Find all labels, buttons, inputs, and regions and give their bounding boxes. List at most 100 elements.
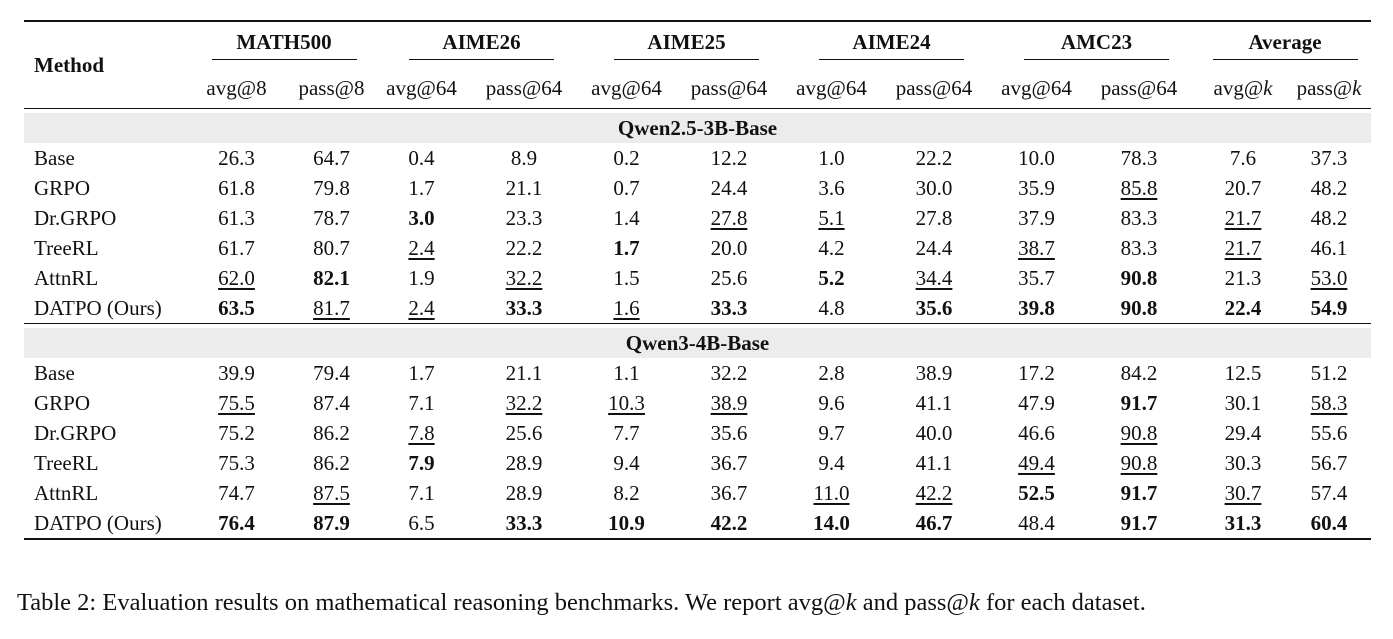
- score-value: 30.1: [1224, 390, 1262, 415]
- score-value: 79.4: [313, 360, 350, 385]
- score-cell: 90.8: [1079, 293, 1199, 324]
- score-cell: 42.2: [669, 508, 789, 539]
- score-cell: 61.7: [189, 233, 284, 263]
- score-value: 27.8: [915, 205, 953, 230]
- score-cell: 3.0: [379, 203, 464, 233]
- group-header: AIME26: [379, 21, 584, 68]
- header-row-groups: Method MATH500 AIME26 AIME25 AIME24 AMC23 Aver…: [24, 21, 1371, 77]
- score-value: 90.8: [1120, 420, 1158, 445]
- score-value: 24.4: [710, 175, 748, 200]
- score-cell: 83.3: [1079, 233, 1199, 263]
- score-cell: 0.2: [584, 143, 669, 173]
- score-value: 0.2: [613, 145, 640, 170]
- score-cell: 35.6: [669, 418, 789, 448]
- method-header: Method: [34, 52, 104, 77]
- score-cell: 23.3: [464, 203, 584, 233]
- score-value: 10.0: [1018, 145, 1055, 170]
- score-value: 20.7: [1224, 175, 1262, 200]
- score-value: 34.4: [915, 265, 953, 290]
- score-value: 1.9: [408, 265, 435, 290]
- score-cell: 7.1: [379, 478, 464, 508]
- score-value: 35.9: [1018, 175, 1055, 200]
- score-cell: 90.8: [1079, 448, 1199, 478]
- metric-header: avg@64: [591, 75, 662, 100]
- score-cell: 61.3: [189, 203, 284, 233]
- score-cell: 30.3: [1199, 448, 1287, 478]
- score-cell: 86.2: [284, 418, 379, 448]
- score-cell: 24.4: [669, 173, 789, 203]
- score-cell: 37.9: [994, 203, 1079, 233]
- score-value: 33.3: [710, 295, 748, 320]
- score-cell: 63.5: [189, 293, 284, 324]
- score-value: 8.2: [613, 480, 640, 505]
- score-cell: 24.4: [874, 233, 994, 263]
- score-value: 42.2: [710, 510, 748, 535]
- score-cell: 64.7: [284, 143, 379, 173]
- score-cell: 7.1: [379, 388, 464, 418]
- score-value: 37.3: [1310, 145, 1348, 170]
- score-cell: 9.7: [789, 418, 874, 448]
- score-cell: 0.7: [584, 173, 669, 203]
- score-value: 12.2: [710, 145, 748, 170]
- score-cell: 85.8: [1079, 173, 1199, 203]
- score-cell: 87.5: [284, 478, 379, 508]
- score-value: 52.5: [1018, 480, 1055, 505]
- table-row: AttnRL 74.7 87.5 7.1 28.9 8.2 36.7 11.0 42.2 52.5…: [24, 478, 1371, 508]
- score-cell: 80.7: [284, 233, 379, 263]
- score-value: 76.4: [218, 510, 255, 535]
- table-row: Base 39.9 79.4 1.7 21.1 1.1 32.2 2.8 38.9 17.2 84.…: [24, 358, 1371, 388]
- score-value: 87.9: [313, 510, 350, 535]
- score-cell: 33.3: [464, 293, 584, 324]
- score-cell: 2.4: [379, 293, 464, 324]
- results-table-container: Method MATH500 AIME26 AIME25 AIME24 AMC23 Aver…: [24, 20, 1371, 540]
- group-header: AIME25: [584, 21, 789, 68]
- score-value: 38.9: [915, 360, 953, 385]
- score-value: 33.3: [505, 295, 543, 320]
- score-cell: 35.7: [994, 263, 1079, 293]
- score-cell: 90.8: [1079, 263, 1199, 293]
- score-cell: 32.2: [464, 388, 584, 418]
- score-cell: 26.3: [189, 143, 284, 173]
- table-row: TreeRL 61.7 80.7 2.4 22.2 1.7 20.0 4.2 24.4 38.7 8…: [24, 233, 1371, 263]
- section-title-row: Qwen2.5-3B-Base: [24, 113, 1371, 143]
- group-header-label: MATH500: [211, 30, 357, 60]
- score-value: 28.9: [505, 450, 543, 475]
- score-value: 46.6: [1018, 420, 1055, 445]
- score-value: 21.3: [1224, 265, 1262, 290]
- score-cell: 0.4: [379, 143, 464, 173]
- score-cell: 20.0: [669, 233, 789, 263]
- score-value: 7.8: [408, 420, 435, 445]
- method-name: AttnRL: [34, 480, 99, 505]
- score-value: 86.2: [313, 420, 350, 445]
- score-cell: 42.2: [874, 478, 994, 508]
- score-value: 80.7: [313, 235, 350, 260]
- score-value: 1.4: [613, 205, 640, 230]
- score-value: 1.7: [613, 235, 640, 260]
- score-cell: 39.9: [189, 358, 284, 388]
- section-title: Qwen2.5-3B-Base: [24, 113, 1371, 143]
- score-value: 10.9: [608, 510, 645, 535]
- method-name: Base: [34, 360, 75, 385]
- score-value: 82.1: [313, 265, 350, 290]
- score-cell: 30.1: [1199, 388, 1287, 418]
- score-value: 32.2: [505, 390, 543, 415]
- score-cell: 38.9: [874, 358, 994, 388]
- score-value: 36.7: [710, 450, 748, 475]
- score-cell: 1.9: [379, 263, 464, 293]
- score-cell: 74.7: [189, 478, 284, 508]
- score-cell: 40.0: [874, 418, 994, 448]
- score-cell: 1.7: [584, 233, 669, 263]
- score-cell: 48.2: [1287, 203, 1371, 233]
- score-cell: 7.7: [584, 418, 669, 448]
- score-cell: 78.3: [1079, 143, 1199, 173]
- score-value: 38.9: [710, 390, 748, 415]
- score-value: 12.5: [1224, 360, 1262, 385]
- score-value: 39.8: [1018, 295, 1055, 320]
- score-value: 22.4: [1224, 295, 1262, 320]
- group-header: AMC23: [994, 21, 1199, 68]
- score-value: 63.5: [218, 295, 255, 320]
- score-value: 22.2: [915, 145, 953, 170]
- score-value: 83.3: [1120, 235, 1158, 260]
- score-value: 47.9: [1018, 390, 1055, 415]
- section-title: Qwen3-4B-Base: [24, 328, 1371, 358]
